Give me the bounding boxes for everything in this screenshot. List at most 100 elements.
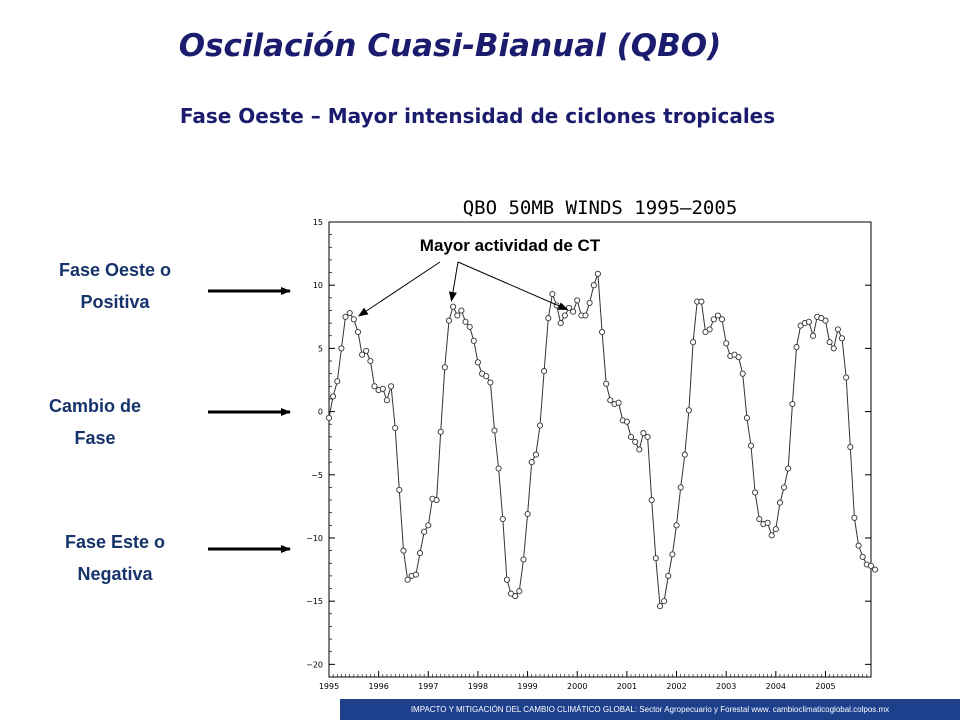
data-point [706, 326, 713, 333]
data-point [545, 315, 552, 322]
side-arrows [208, 287, 291, 553]
data-point [599, 328, 606, 336]
slide-title: Oscilación Cuasi-Bianual (QBO) [178, 28, 722, 64]
data-point [354, 328, 362, 336]
data-point [433, 497, 440, 504]
data-point [474, 359, 481, 366]
data-point [330, 393, 337, 400]
data-point [520, 556, 527, 563]
data-point [549, 290, 556, 298]
data-point [739, 370, 746, 377]
data-point [367, 357, 374, 365]
data-point [379, 385, 386, 392]
data-point [404, 576, 411, 583]
data-point [648, 497, 655, 504]
data-point [685, 407, 692, 414]
data-point [718, 316, 726, 323]
data-point [594, 270, 601, 277]
data-point [590, 282, 597, 289]
data-point [665, 572, 672, 579]
data-point [690, 339, 697, 346]
data-point [826, 339, 833, 346]
x-tick-label: 1996 [368, 682, 388, 691]
data-point [416, 550, 424, 557]
x-tick-label: 2002 [666, 682, 686, 691]
data-point [363, 347, 370, 354]
data-point [392, 424, 399, 432]
data-point [677, 484, 684, 491]
data-point [541, 368, 548, 375]
data-point [454, 312, 461, 319]
data-point [743, 414, 750, 421]
data-point [793, 344, 800, 351]
x-tick-label: 1995 [319, 682, 339, 691]
chart-title: QBO 50MB WINDS 1995–2005 [463, 197, 738, 219]
annotation-arrow [457, 261, 569, 311]
data-point [698, 298, 705, 305]
x-tick-label: 1998 [468, 682, 488, 691]
data-point [872, 566, 879, 573]
data-point [756, 515, 763, 523]
data-point [412, 571, 419, 578]
data-point [615, 399, 622, 406]
data-point [582, 312, 589, 319]
data-point [383, 397, 390, 404]
y-tick-label: 5 [318, 344, 323, 353]
series-line [328, 273, 876, 608]
x-tick-label: 2005 [815, 682, 835, 691]
data-point [466, 323, 473, 330]
data-point [346, 309, 353, 317]
data-point [714, 312, 721, 319]
x-tick-label: 1999 [517, 682, 537, 691]
data-point [450, 303, 457, 310]
data-point [437, 428, 444, 435]
phase-change-label: Cambio de Fase [48, 396, 141, 448]
annotation-arrow [357, 261, 441, 317]
data-point [781, 484, 788, 491]
x-tick-label: 2003 [716, 682, 736, 691]
data-point [495, 465, 502, 472]
data-point [681, 451, 688, 458]
data-point [524, 510, 531, 518]
slide-subtitle: Fase Oeste – Mayor intensidad de ciclone… [179, 104, 776, 128]
data-point [805, 318, 812, 325]
y-tick-label: 15 [313, 218, 323, 227]
y-tick-label: 0 [318, 408, 323, 417]
annotation-text: Mayor actividad de CT [420, 236, 601, 255]
data-point [396, 486, 403, 493]
data-point [536, 422, 544, 429]
data-point [445, 317, 453, 324]
data-point [776, 499, 784, 506]
data-point [441, 364, 448, 371]
data-point [859, 553, 866, 560]
data-point [636, 446, 643, 453]
data-point [810, 332, 817, 339]
x-tick-label: 2001 [617, 682, 637, 691]
data-point [768, 532, 775, 539]
data-point [843, 374, 850, 381]
data-point [342, 313, 349, 320]
data-point [325, 414, 333, 421]
data-point [528, 459, 535, 466]
data-point [735, 354, 742, 361]
data-point [458, 307, 465, 314]
data-point [669, 551, 676, 558]
data-point [338, 345, 345, 352]
data-point [830, 345, 837, 352]
data-point [532, 451, 539, 458]
data-point [400, 547, 407, 554]
data-point [847, 443, 854, 451]
data-point [425, 522, 432, 529]
data-point [470, 337, 477, 344]
data-point [752, 489, 759, 496]
data-point [867, 562, 875, 569]
y-tick-label: 10 [313, 281, 323, 290]
data-point [632, 438, 639, 445]
data-point [491, 427, 498, 434]
data-point [834, 326, 841, 333]
annotation: Mayor actividad de CT [357, 236, 601, 317]
data-point [388, 383, 395, 390]
data-point [644, 433, 651, 440]
data-point [570, 308, 577, 315]
y-tick-label: −10 [306, 534, 323, 543]
